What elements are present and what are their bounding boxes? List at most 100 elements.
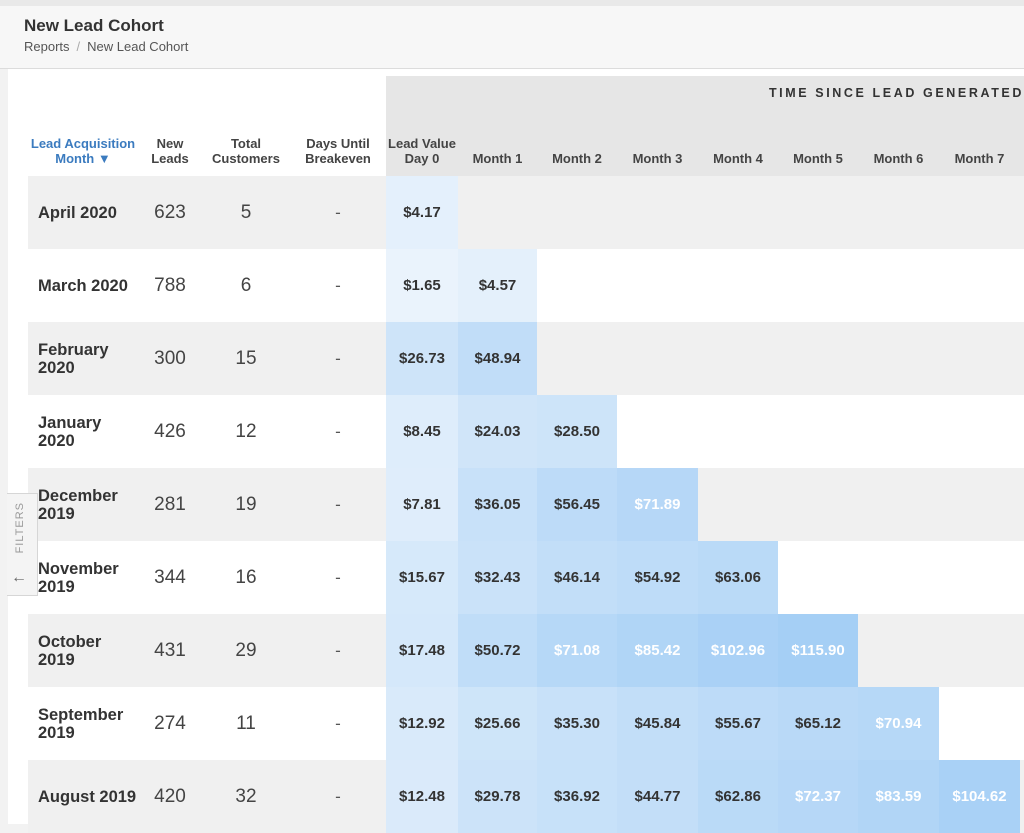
col-days-until-breakeven-header[interactable]: Days Until Breakeven	[305, 136, 371, 166]
col-lead-acquisition-month-header[interactable]: Lead Acquisition Month ▼	[30, 136, 136, 166]
cohort-value-cell: $36.05	[458, 468, 537, 541]
total-customers-cell: 6	[240, 274, 252, 296]
new-leads-cell: 344	[154, 566, 186, 588]
time-since-lead-header: TIME SINCE LEAD GENERATED	[386, 76, 1024, 110]
page-header: New Lead Cohort Reports / New Lead Cohort	[0, 6, 1024, 69]
col-month-7-header[interactable]: Month 7	[954, 150, 1005, 166]
table-row: January 2020 426 12 - $8.45 $24.03 $28.50	[28, 395, 1024, 468]
days-until-breakeven-cell: -	[335, 421, 341, 441]
table-row: October 2019 431 29 - $17.48 $50.72 $71.08 $85.…	[28, 614, 1024, 687]
cohort-value-cell: $65.12	[778, 687, 858, 760]
page-title: New Lead Cohort	[24, 16, 164, 35]
col-total-customers-header[interactable]: Total Customers	[212, 136, 280, 166]
new-leads-cell: 431	[154, 639, 186, 661]
cohort-value-cell: $12.92	[386, 687, 458, 760]
table-row: March 2020 788 6 - $1.65 $4.57	[28, 249, 1024, 322]
col-month-5-header[interactable]: Month 5	[793, 150, 843, 166]
breadcrumb-current: New Lead Cohort	[87, 39, 189, 54]
breadcrumb-separator: /	[76, 39, 81, 54]
col-month-4-header[interactable]: Month 4	[713, 150, 763, 166]
cohort-month-cell: April 2020	[38, 203, 117, 222]
time-since-lead-label: TIME SINCE LEAD GENERATED	[768, 86, 1024, 100]
total-customers-cell: 16	[235, 566, 257, 588]
total-customers-cell: 29	[235, 639, 257, 661]
days-until-breakeven-cell: -	[335, 348, 341, 368]
days-until-breakeven-cell: -	[335, 640, 341, 660]
days-until-breakeven-cell: -	[335, 567, 341, 587]
col-lead-value-day-0-header[interactable]: Lead Value Day 0	[388, 136, 456, 166]
cohort-month-cell: August 2019	[38, 787, 137, 806]
cohort-value-cell: $85.42	[617, 614, 698, 687]
col-month-1-header[interactable]: Month 1	[472, 150, 523, 166]
cohort-month-cell: February 2020	[38, 340, 109, 377]
cohort-month-cell: November 2019	[38, 559, 119, 596]
new-leads-cell: 300	[154, 347, 186, 369]
new-leads-cell: 788	[154, 274, 186, 296]
cohort-value-cell: $4.17	[386, 176, 458, 249]
new-leads-cell: 623	[154, 201, 186, 223]
cohort-value-cell: $1.65	[386, 249, 458, 322]
total-customers-cell: 5	[240, 201, 252, 223]
filters-label: FILTERS	[14, 502, 26, 554]
cohort-value-cell: $12.48	[386, 760, 458, 833]
cohort-value-cell: $36.92	[537, 760, 617, 833]
cohort-value-cell: $72.37	[778, 760, 858, 833]
column-header-background	[386, 110, 1024, 176]
new-leads-cell: 281	[154, 493, 186, 515]
cohort-value-cell: $15.67	[386, 541, 458, 614]
cohort-value-cell: $50.72	[458, 614, 537, 687]
table-row: September 2019 274 11 - $12.92 $25.66 $35.30 $4…	[28, 687, 1024, 760]
cohort-value-cell: $70.94	[858, 687, 939, 760]
filters-tab[interactable]: FILTERS ←	[7, 493, 38, 596]
breadcrumb-reports-link[interactable]: Reports	[24, 39, 70, 54]
cohort-value-cell: $25.66	[458, 687, 537, 760]
cohort-value-cell: $35.30	[537, 687, 617, 760]
new-leads-cell: 426	[154, 420, 186, 442]
days-until-breakeven-cell: -	[335, 786, 341, 806]
col-new-leads-header[interactable]: New Leads	[151, 136, 189, 166]
arrow-left-icon: ←	[11, 569, 27, 586]
total-customers-cell: 32	[235, 785, 257, 807]
days-until-breakeven-cell: -	[335, 494, 341, 514]
cohort-value-cell: $83.59	[858, 760, 939, 833]
cohort-value-cell: $54.92	[617, 541, 698, 614]
table-row: December 2019 281 19 - $7.81 $36.05 $56.45 $71.…	[28, 468, 1024, 541]
col-month-6-header[interactable]: Month 6	[873, 150, 924, 166]
cohort-value-cell: $24.03	[458, 395, 537, 468]
total-customers-cell: 12	[235, 420, 257, 442]
cohort-value-cell: $71.89	[617, 468, 698, 541]
cohort-month-cell: October 2019	[38, 632, 102, 669]
cohort-value-cell: $17.48	[386, 614, 458, 687]
breadcrumb: Reports / New Lead Cohort	[24, 39, 188, 54]
cohort-value-cell: $45.84	[617, 687, 698, 760]
total-customers-cell: 11	[236, 712, 256, 734]
col-month-2-header[interactable]: Month 2	[552, 150, 602, 166]
cohort-value-cell: $29.78	[458, 760, 537, 833]
cohort-value-cell: $44.77	[617, 760, 698, 833]
cohort-value-cell: $115.90	[778, 614, 858, 687]
cohort-value-cell: $26.73	[386, 322, 458, 395]
cohort-value-cell: $32.43	[458, 541, 537, 614]
cohort-value-cell: $104.62	[939, 760, 1020, 833]
new-leads-cell: 420	[154, 785, 186, 807]
table-row: August 2019 420 32 - $12.48 $29.78 $36.92 $44.7…	[28, 760, 1024, 833]
table-row: February 2020 300 15 - $26.73 $48.94	[28, 322, 1024, 395]
cohort-value-cell: $62.86	[698, 760, 778, 833]
days-until-breakeven-cell: -	[335, 275, 341, 295]
cohort-month-cell: January 2020	[38, 413, 102, 450]
total-customers-cell: 15	[235, 347, 257, 369]
total-customers-cell: 19	[235, 493, 257, 515]
cohort-value-cell: $8.45	[386, 395, 458, 468]
cohort-value-cell: $28.50	[537, 395, 617, 468]
days-until-breakeven-cell: -	[335, 713, 341, 733]
cohort-value-cell: $63.06	[698, 541, 778, 614]
new-leads-cell: 274	[154, 712, 186, 734]
col-month-3-header[interactable]: Month 3	[632, 150, 683, 166]
cohort-value-cell: $7.81	[386, 468, 458, 541]
top-strip	[0, 0, 1024, 6]
days-until-breakeven-cell: -	[335, 202, 341, 222]
cohort-value-cell: $71.08	[537, 614, 617, 687]
cohort-month-cell: September 2019	[38, 705, 124, 742]
cohort-value-cell: $55.67	[698, 687, 778, 760]
table-row: November 2019 344 16 - $15.67 $32.43 $46.14 $54…	[28, 541, 1024, 614]
